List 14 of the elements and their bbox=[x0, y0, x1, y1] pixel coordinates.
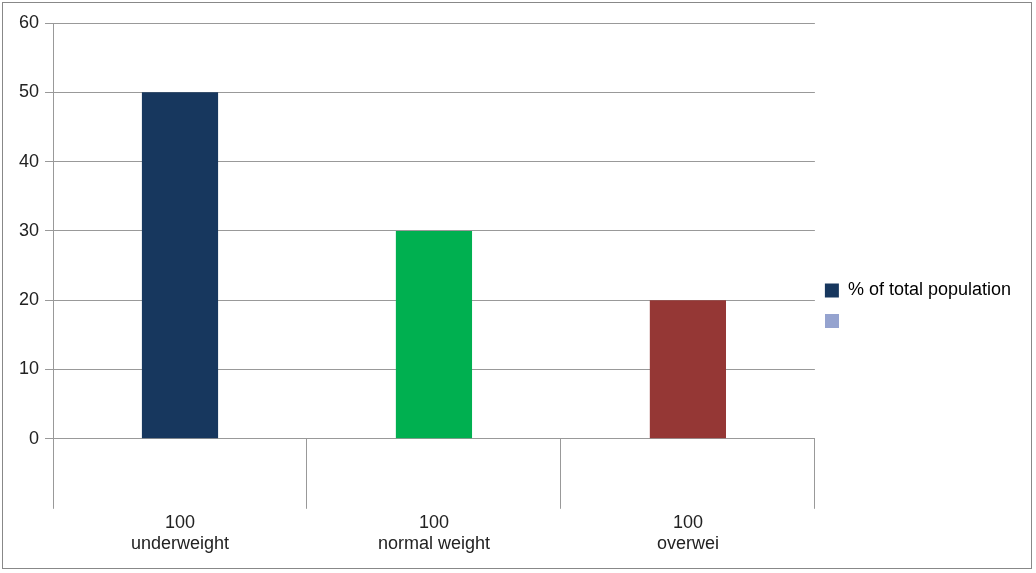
y-tick-label: 40 bbox=[18, 150, 40, 171]
x-tick-label: 100 normal weight bbox=[377, 511, 490, 554]
legend-label: % of total population bbox=[847, 279, 1012, 300]
bar bbox=[395, 230, 473, 439]
y-tick-label: 60 bbox=[18, 11, 40, 32]
y-tick-label: 0 bbox=[29, 427, 40, 448]
x-tick-label: 100 overwei bbox=[656, 511, 719, 554]
y-tick-label: 10 bbox=[18, 358, 40, 379]
y-tick-label: 20 bbox=[18, 289, 40, 310]
x-tick-label: 100 underweight bbox=[130, 511, 230, 554]
bar bbox=[141, 92, 219, 439]
y-tick-label: 30 bbox=[18, 219, 40, 240]
bar bbox=[649, 300, 726, 439]
y-tick-label: 50 bbox=[18, 81, 40, 102]
